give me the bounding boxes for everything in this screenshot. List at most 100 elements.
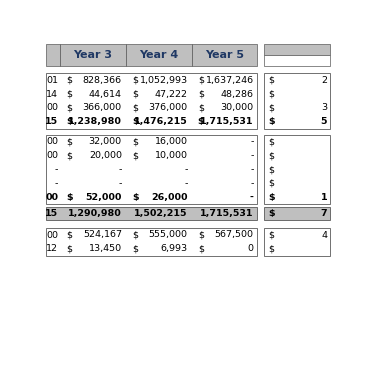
Text: 1,052,993: 1,052,993 bbox=[139, 76, 188, 85]
Text: 376,000: 376,000 bbox=[149, 103, 188, 112]
Text: 6,993: 6,993 bbox=[161, 244, 188, 253]
Text: $: $ bbox=[132, 137, 138, 146]
Text: Year 4: Year 4 bbox=[139, 50, 178, 60]
Text: $: $ bbox=[198, 103, 204, 112]
Text: -: - bbox=[184, 179, 188, 188]
Text: $: $ bbox=[198, 244, 204, 253]
Text: 13,450: 13,450 bbox=[89, 244, 122, 253]
Text: 15: 15 bbox=[45, 209, 58, 218]
Text: 3: 3 bbox=[321, 103, 327, 112]
Text: 32,000: 32,000 bbox=[89, 137, 122, 146]
Text: 26,000: 26,000 bbox=[151, 193, 188, 202]
Text: -: - bbox=[250, 137, 254, 146]
Text: -: - bbox=[119, 165, 122, 174]
Text: $: $ bbox=[132, 76, 138, 85]
Text: $: $ bbox=[132, 193, 138, 202]
Text: -: - bbox=[250, 165, 254, 174]
Text: $: $ bbox=[66, 137, 72, 146]
Text: $: $ bbox=[66, 230, 72, 240]
Text: 567,500: 567,500 bbox=[215, 230, 254, 240]
Text: 00: 00 bbox=[45, 193, 58, 202]
Text: $: $ bbox=[132, 103, 138, 112]
Text: 00: 00 bbox=[46, 230, 58, 240]
Bar bbox=[46, 207, 257, 220]
Text: $: $ bbox=[132, 244, 138, 253]
Text: -: - bbox=[250, 151, 254, 160]
Bar bbox=[264, 73, 330, 129]
Text: $: $ bbox=[66, 193, 73, 202]
Text: 524,167: 524,167 bbox=[83, 230, 122, 240]
Text: 4: 4 bbox=[321, 230, 327, 240]
Text: 15: 15 bbox=[45, 117, 58, 126]
Text: -: - bbox=[184, 165, 188, 174]
Text: 1,715,531: 1,715,531 bbox=[200, 209, 254, 218]
Text: $: $ bbox=[198, 76, 204, 85]
Text: $: $ bbox=[268, 76, 274, 85]
Text: 16,000: 16,000 bbox=[155, 137, 188, 146]
Text: $: $ bbox=[132, 90, 138, 99]
Text: 20,000: 20,000 bbox=[89, 151, 122, 160]
Text: $: $ bbox=[198, 90, 204, 99]
Bar bbox=[126, 44, 192, 66]
Text: 1,238,980: 1,238,980 bbox=[68, 117, 122, 126]
Text: Year 5: Year 5 bbox=[205, 50, 244, 60]
Text: 1,290,980: 1,290,980 bbox=[68, 209, 122, 218]
Text: $: $ bbox=[66, 90, 72, 99]
Text: $: $ bbox=[268, 165, 274, 174]
Text: $: $ bbox=[198, 117, 204, 126]
Text: 47,222: 47,222 bbox=[155, 90, 188, 99]
Bar bbox=[60, 44, 126, 66]
Text: 828,366: 828,366 bbox=[83, 76, 122, 85]
Bar bbox=[264, 228, 330, 256]
Text: 1: 1 bbox=[321, 193, 327, 202]
Text: 7: 7 bbox=[321, 209, 327, 218]
Bar bbox=[192, 44, 257, 66]
Text: $: $ bbox=[268, 193, 275, 202]
Text: $: $ bbox=[132, 151, 138, 160]
Text: 14: 14 bbox=[46, 90, 58, 99]
Bar bbox=[264, 207, 330, 220]
Text: $: $ bbox=[66, 103, 72, 112]
Bar bbox=[264, 135, 330, 204]
Text: 366,000: 366,000 bbox=[83, 103, 122, 112]
Text: 1,502,215: 1,502,215 bbox=[134, 209, 188, 218]
Text: Year 3: Year 3 bbox=[73, 50, 112, 60]
Text: -: - bbox=[119, 179, 122, 188]
Bar bbox=[46, 135, 257, 204]
Text: 2: 2 bbox=[321, 76, 327, 85]
Text: 1,715,531: 1,715,531 bbox=[200, 117, 254, 126]
Text: 555,000: 555,000 bbox=[149, 230, 188, 240]
Text: $: $ bbox=[268, 230, 274, 240]
Bar bbox=[264, 55, 330, 66]
Text: 5: 5 bbox=[321, 117, 327, 126]
Text: $: $ bbox=[198, 230, 204, 240]
Text: $: $ bbox=[66, 117, 73, 126]
Text: $: $ bbox=[132, 117, 138, 126]
Text: 00: 00 bbox=[46, 137, 58, 146]
Text: 00: 00 bbox=[46, 151, 58, 160]
Text: 30,000: 30,000 bbox=[221, 103, 254, 112]
Text: $: $ bbox=[132, 230, 138, 240]
Text: 52,000: 52,000 bbox=[86, 193, 122, 202]
Text: $: $ bbox=[268, 90, 274, 99]
Text: $: $ bbox=[268, 179, 274, 188]
Text: -: - bbox=[250, 179, 254, 188]
Bar bbox=[46, 44, 60, 66]
Text: $: $ bbox=[66, 244, 72, 253]
Text: $: $ bbox=[66, 151, 72, 160]
Text: $: $ bbox=[66, 76, 72, 85]
Bar bbox=[46, 228, 257, 256]
Text: $: $ bbox=[268, 117, 275, 126]
Text: 1,637,246: 1,637,246 bbox=[206, 76, 254, 85]
Text: $: $ bbox=[268, 137, 274, 146]
Text: 48,286: 48,286 bbox=[221, 90, 254, 99]
Text: 00: 00 bbox=[46, 103, 58, 112]
Text: 0: 0 bbox=[248, 244, 254, 253]
Text: $: $ bbox=[268, 103, 274, 112]
Text: -: - bbox=[55, 165, 58, 174]
Text: $: $ bbox=[268, 151, 274, 160]
Text: -: - bbox=[55, 179, 58, 188]
Text: 1,476,215: 1,476,215 bbox=[134, 117, 188, 126]
Text: 12: 12 bbox=[46, 244, 58, 253]
Text: $: $ bbox=[268, 209, 275, 218]
